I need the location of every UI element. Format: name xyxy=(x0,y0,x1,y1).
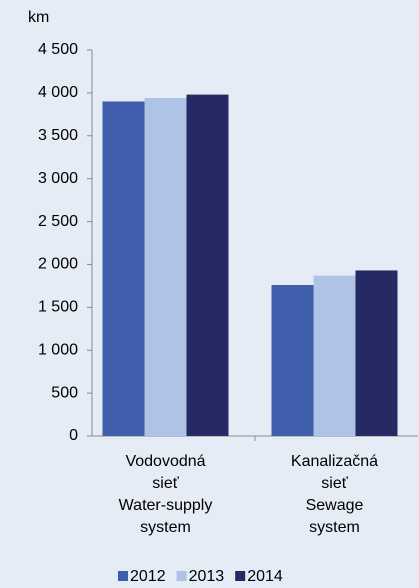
y-tick-label: 500 xyxy=(51,384,78,401)
y-tick-label: 0 xyxy=(69,427,78,444)
y-tick-label: 3 500 xyxy=(38,127,78,144)
x-tick-label: Vodovodná sieť Water-supply system xyxy=(119,453,213,536)
y-axis-label: km xyxy=(28,9,49,26)
legend-swatch xyxy=(176,571,187,581)
bar xyxy=(271,285,314,436)
bar xyxy=(144,98,187,436)
legend-swatch xyxy=(118,571,128,581)
legend-label: 2014 xyxy=(247,568,283,585)
y-tick-label: 1 500 xyxy=(38,299,78,316)
y-tick-label: 1 000 xyxy=(38,341,78,358)
legend-swatch xyxy=(235,571,246,581)
x-tick-label: Kanalizačná sieť Sewage system xyxy=(291,453,378,536)
bar xyxy=(313,275,356,436)
y-tick-label: 3 000 xyxy=(38,170,78,187)
y-tick-label: 2 500 xyxy=(38,213,78,230)
y-tick-label: 2 000 xyxy=(38,256,78,273)
legend-label: 2013 xyxy=(189,568,225,585)
bar xyxy=(186,94,229,437)
legend-label: 2012 xyxy=(130,568,166,585)
y-tick-label: 4 500 xyxy=(38,41,78,58)
bar xyxy=(355,270,398,436)
y-tick-label: 4 000 xyxy=(38,84,78,101)
bar xyxy=(102,101,145,436)
